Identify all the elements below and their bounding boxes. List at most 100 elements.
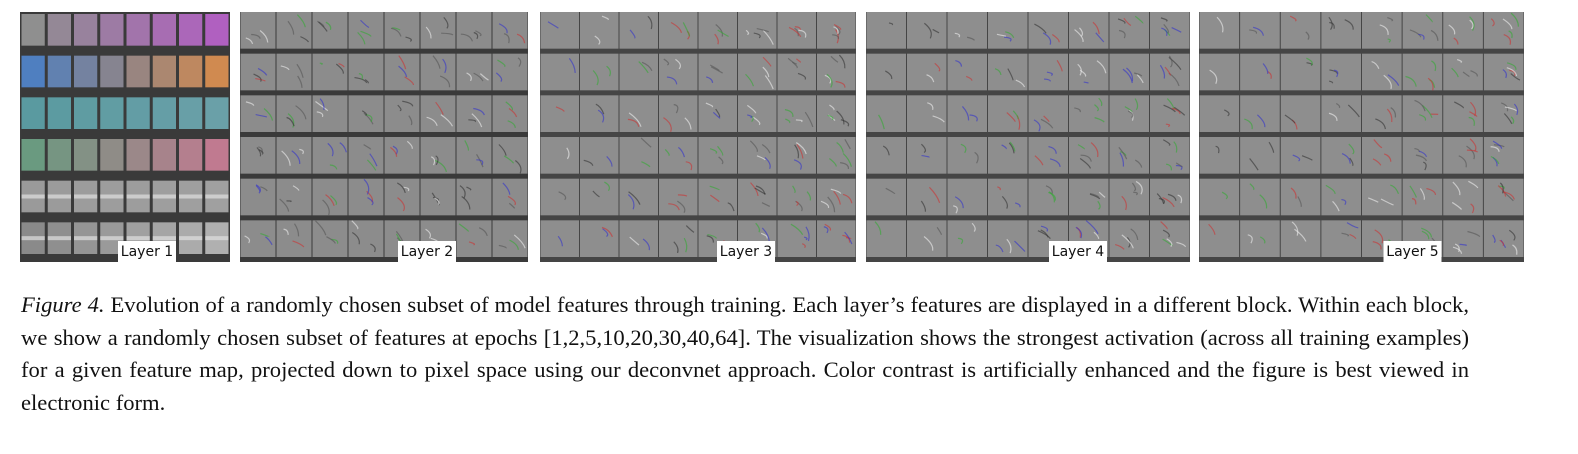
feature-stroke <box>507 195 516 206</box>
feature-stripe <box>126 236 150 241</box>
feature-tile <box>1028 12 1068 49</box>
feature-tile <box>1240 178 1280 216</box>
feature-stroke <box>1268 141 1275 153</box>
feature-stroke <box>602 228 609 238</box>
feature-stripe <box>126 194 150 199</box>
feature-stroke <box>762 56 772 67</box>
feature-tile <box>1321 12 1361 49</box>
feature-stroke <box>761 202 771 207</box>
feature-stroke <box>1175 162 1183 168</box>
feature-stroke <box>398 55 407 70</box>
feature-tile <box>619 178 658 216</box>
feature-stroke <box>1490 18 1495 27</box>
feature-tile <box>1443 178 1483 216</box>
feature-tile <box>276 95 312 132</box>
feature-stroke <box>710 194 720 203</box>
feature-stroke <box>1418 33 1425 40</box>
feature-tile <box>384 53 420 91</box>
feature-stroke <box>761 144 771 154</box>
feature-stroke <box>1411 198 1417 205</box>
feature-stroke <box>840 162 850 170</box>
feature-stroke <box>296 14 306 28</box>
feature-stroke <box>1348 143 1355 155</box>
feature-tile <box>1483 178 1524 216</box>
feature-stroke <box>1165 123 1171 128</box>
feature-stroke <box>764 75 774 90</box>
feature-stroke <box>994 68 1002 76</box>
feature-stroke <box>498 244 507 249</box>
feature-stroke <box>458 223 470 232</box>
feature-tile <box>1321 178 1361 216</box>
feature-tile <box>420 95 456 132</box>
feature-stroke <box>594 35 601 45</box>
feature-stroke <box>1374 229 1384 244</box>
feature-stroke <box>1120 151 1127 156</box>
feature-stroke <box>1008 142 1015 154</box>
feature-stroke <box>503 33 510 44</box>
feature-stroke <box>1409 185 1417 198</box>
feature-stroke <box>934 62 941 72</box>
feature-stroke <box>1386 108 1393 123</box>
feature-stroke <box>638 61 649 74</box>
feature-tile <box>1240 95 1280 132</box>
feature-tile <box>1321 220 1361 257</box>
feature-tile <box>1362 178 1402 216</box>
feature-stroke <box>1453 37 1459 45</box>
feature-stroke <box>358 73 364 80</box>
feature-tile <box>738 53 777 91</box>
feature-tile <box>240 220 276 257</box>
feature-stroke <box>291 150 301 165</box>
feature-stroke <box>888 22 894 26</box>
feature-stroke <box>820 200 830 209</box>
feature-stroke <box>1177 194 1183 204</box>
feature-stroke <box>685 161 693 171</box>
feature-stroke <box>1130 228 1139 240</box>
feature-stroke <box>555 106 565 112</box>
feature-stripe <box>152 236 176 241</box>
layer-label-box <box>1383 241 1442 262</box>
feature-stroke <box>1033 119 1041 132</box>
feature-stroke <box>830 188 842 194</box>
feature-stroke <box>1161 27 1168 36</box>
feature-stroke <box>1301 155 1313 161</box>
feature-tile <box>348 178 384 216</box>
feature-tile <box>100 139 124 171</box>
feature-stroke <box>842 153 852 167</box>
feature-stroke <box>1096 60 1107 74</box>
layer-label: Layer 2 <box>401 244 453 260</box>
feature-tile <box>1240 220 1280 257</box>
feature-tile <box>907 95 947 132</box>
feature-tile <box>312 178 348 216</box>
feature-tile <box>1109 220 1149 257</box>
feature-stroke <box>478 227 488 237</box>
feature-stroke <box>1419 114 1427 121</box>
figure: Layer 1 Layer 2 Layer 3 Layer 4 Layer 5 <box>20 12 1524 262</box>
feature-stroke <box>296 63 304 78</box>
feature-stroke <box>1305 31 1310 40</box>
feature-tile <box>866 137 906 174</box>
feature-stroke <box>1163 23 1169 34</box>
feature-tile <box>1362 12 1402 49</box>
feature-stroke <box>1119 152 1125 167</box>
feature-stroke <box>629 236 640 246</box>
feature-tile <box>540 12 579 49</box>
feature-stroke <box>260 186 268 192</box>
feature-stroke <box>707 233 718 239</box>
feature-stroke <box>1134 15 1144 24</box>
feature-stroke <box>508 107 518 118</box>
feature-tile <box>152 97 176 129</box>
feature-tile <box>698 95 737 132</box>
feature-stripe <box>100 194 124 199</box>
feature-stroke <box>1332 200 1340 212</box>
feature-stroke <box>824 223 832 231</box>
feature-stroke <box>1341 198 1347 206</box>
feature-tile <box>1240 137 1280 174</box>
feature-stroke <box>508 202 516 209</box>
feature-stroke <box>663 58 670 66</box>
feature-stroke <box>509 239 519 250</box>
feature-stroke <box>319 62 323 65</box>
feature-stroke <box>1346 222 1359 229</box>
feature-stroke <box>1502 18 1513 30</box>
feature-stroke <box>1160 221 1168 230</box>
feature-stroke <box>425 26 432 39</box>
